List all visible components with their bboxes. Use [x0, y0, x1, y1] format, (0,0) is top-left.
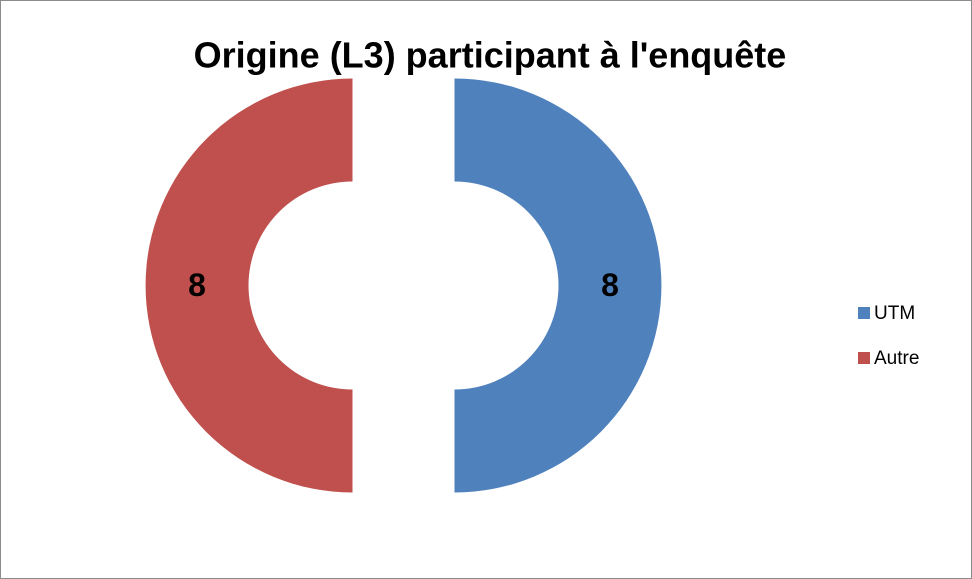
legend-label: Autre	[874, 348, 919, 369]
legend-swatch	[858, 352, 870, 364]
data-label: 8	[601, 267, 619, 303]
legend-label: UTM	[874, 303, 915, 324]
legend-swatch	[858, 307, 870, 319]
donut-slice	[145, 78, 353, 493]
data-label: 8	[188, 267, 206, 303]
donut-slice	[454, 78, 662, 493]
chart-title: Origine (L3) participant à l'enquête	[194, 35, 787, 76]
